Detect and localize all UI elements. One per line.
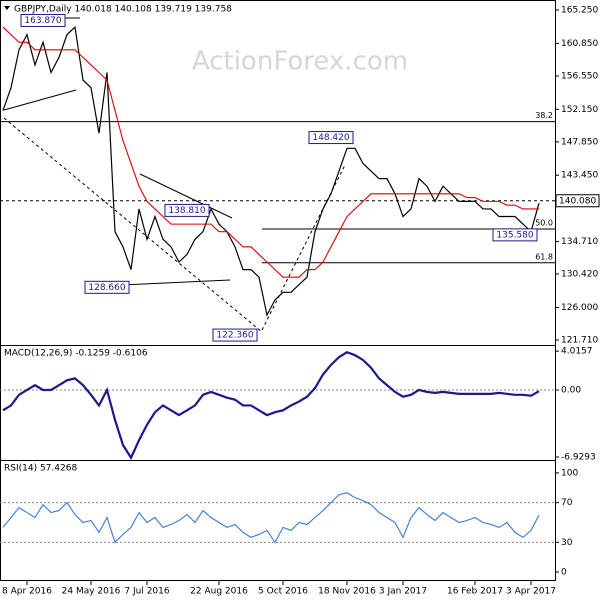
trend-line bbox=[3, 117, 263, 333]
panel-title: RSI(14) 57.4268 bbox=[4, 464, 77, 474]
price-label: 163.870 bbox=[24, 16, 61, 26]
x-tick-label: 24 May 2016 bbox=[62, 587, 121, 597]
x-tick-label: 3 Jan 2017 bbox=[379, 587, 427, 597]
price-label: 135.580 bbox=[496, 230, 533, 240]
y-tick-label: 70 bbox=[561, 498, 573, 508]
price-label-box bbox=[308, 131, 354, 145]
fib-label: 38.2 bbox=[535, 111, 553, 120]
x-tick-label: 18 Nov 2016 bbox=[318, 587, 376, 597]
x-tick-label: 5 Oct 2016 bbox=[258, 587, 308, 597]
trend-line bbox=[121, 279, 231, 286]
menu-arrow bbox=[4, 6, 10, 10]
price-label-box bbox=[20, 13, 66, 27]
y-tick-label: 156.550 bbox=[561, 71, 598, 81]
fib-label: 50.0 bbox=[535, 218, 553, 227]
trend-line bbox=[261, 164, 346, 331]
y-tick-label: 165.250 bbox=[561, 6, 598, 16]
x-tick-label: 7 Jul 2016 bbox=[124, 587, 169, 597]
y-tick-label: 130.420 bbox=[561, 269, 598, 279]
price-label: 138.810 bbox=[168, 206, 205, 216]
x-tick-label: 8 Apr 2016 bbox=[2, 587, 52, 597]
price-label-box bbox=[492, 228, 538, 242]
panel bbox=[0, 460, 556, 581]
price-label: 128.660 bbox=[88, 283, 125, 293]
chart-title: GBPJPY,Daily 140.018 140.108 139.719 139… bbox=[14, 5, 232, 15]
trend-lines bbox=[3, 17, 346, 333]
trend-line bbox=[3, 89, 77, 111]
y-tick-label: 0 bbox=[561, 568, 567, 578]
y-tick-label: 100 bbox=[561, 468, 578, 478]
y-tick-label: 134.710 bbox=[561, 237, 598, 247]
last-price-box bbox=[555, 194, 600, 208]
x-tick-label: 16 Feb 2017 bbox=[447, 587, 503, 597]
panel-title: MACD(12,26,9) -0.1259 -0.6106 bbox=[4, 349, 148, 359]
price-label-box bbox=[212, 328, 258, 342]
y-tick-label: 143.450 bbox=[561, 171, 598, 181]
x-tick-label: 3 Apr 2017 bbox=[506, 587, 556, 597]
last-price-label: 140.080 bbox=[559, 196, 596, 206]
y-tick-label: 30 bbox=[561, 538, 573, 548]
y-tick-label: 160.850 bbox=[561, 39, 598, 49]
price-label-box bbox=[84, 280, 130, 294]
y-tick-label: 4.0157 bbox=[561, 347, 593, 357]
y-tick-label: 0.00 bbox=[561, 385, 581, 395]
price-label-box bbox=[164, 203, 210, 217]
series-line bbox=[2, 25, 540, 317]
y-tick-label: -6.9293 bbox=[561, 452, 596, 462]
y-tick-label: 147.850 bbox=[561, 137, 598, 147]
fib-label: 61.8 bbox=[535, 252, 553, 261]
series-line bbox=[2, 351, 540, 460]
trend-line bbox=[139, 173, 233, 219]
watermark: ActionForex.com bbox=[192, 47, 408, 77]
y-tick-label: 152.150 bbox=[561, 105, 598, 115]
x-tick-label: 22 Aug 2016 bbox=[190, 587, 248, 597]
price-label: 148.420 bbox=[312, 133, 349, 143]
y-tick-label: 121.710 bbox=[561, 335, 598, 345]
series-line bbox=[2, 492, 540, 544]
price-label: 122.360 bbox=[216, 331, 253, 341]
y-tick-label: 126.000 bbox=[561, 303, 598, 313]
series-line bbox=[2, 26, 539, 278]
